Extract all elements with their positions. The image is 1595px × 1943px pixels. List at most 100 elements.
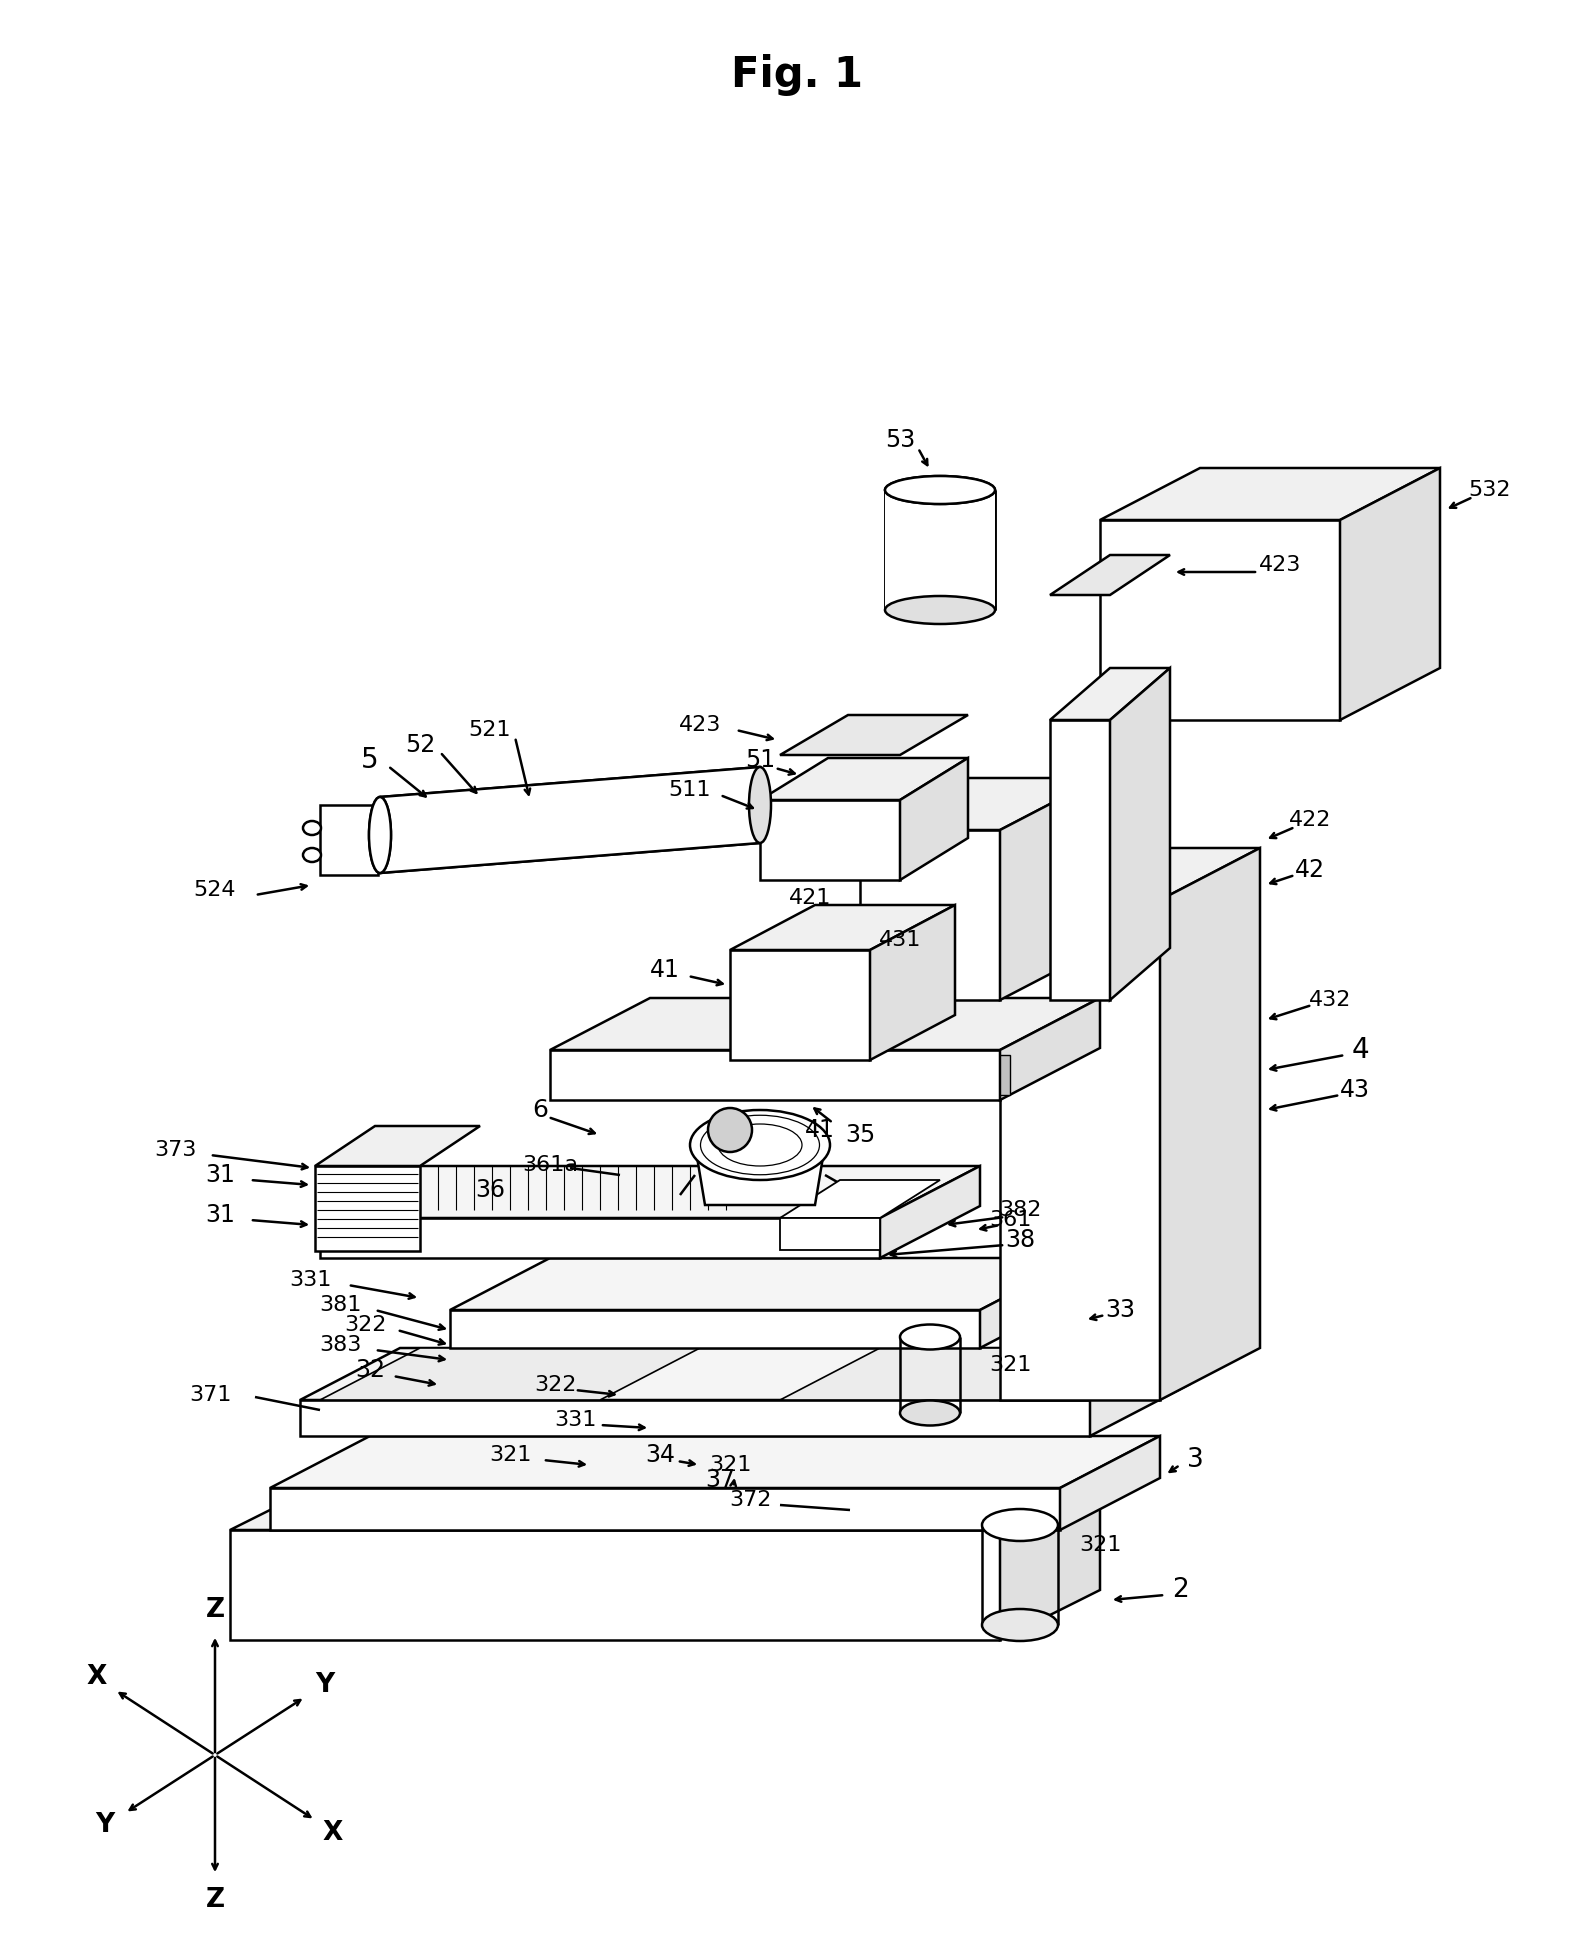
Polygon shape	[380, 767, 759, 872]
Polygon shape	[780, 1348, 1160, 1401]
Ellipse shape	[885, 476, 995, 503]
Polygon shape	[1110, 668, 1171, 1001]
Text: 331: 331	[553, 1411, 597, 1430]
Text: 322: 322	[534, 1376, 576, 1395]
Text: 423: 423	[1258, 556, 1302, 575]
Text: Y: Y	[96, 1813, 115, 1838]
Polygon shape	[900, 758, 968, 880]
Text: 321: 321	[488, 1446, 531, 1465]
Text: 31: 31	[206, 1164, 234, 1187]
Text: 432: 432	[1309, 991, 1351, 1010]
Text: 371: 371	[188, 1385, 231, 1405]
Circle shape	[708, 1108, 751, 1152]
Ellipse shape	[368, 797, 391, 872]
Text: 31: 31	[206, 1203, 234, 1226]
Text: 38: 38	[1005, 1228, 1035, 1251]
Polygon shape	[695, 1144, 825, 1205]
Text: X: X	[322, 1821, 343, 1846]
Polygon shape	[550, 999, 1101, 1049]
Polygon shape	[780, 1218, 880, 1249]
Polygon shape	[860, 777, 1101, 830]
Polygon shape	[869, 905, 955, 1061]
Polygon shape	[1050, 556, 1171, 595]
Ellipse shape	[885, 476, 995, 503]
Text: 331: 331	[289, 1271, 332, 1290]
Polygon shape	[1000, 1481, 1101, 1640]
Polygon shape	[1050, 668, 1171, 721]
Text: 372: 372	[729, 1490, 772, 1510]
Ellipse shape	[368, 797, 391, 872]
Text: 521: 521	[469, 721, 512, 740]
Text: 532: 532	[1469, 480, 1510, 499]
Polygon shape	[314, 1166, 419, 1251]
Ellipse shape	[691, 1109, 829, 1179]
Polygon shape	[314, 1127, 480, 1166]
Text: 361: 361	[989, 1210, 1032, 1230]
Text: 361a: 361a	[522, 1154, 577, 1176]
Polygon shape	[1101, 468, 1440, 521]
Text: 37: 37	[705, 1469, 735, 1492]
Polygon shape	[1340, 468, 1440, 721]
Polygon shape	[321, 1348, 700, 1401]
Text: 321: 321	[989, 1354, 1032, 1376]
Polygon shape	[300, 1348, 1190, 1401]
Polygon shape	[1101, 521, 1340, 721]
Text: 2: 2	[1172, 1578, 1188, 1603]
Ellipse shape	[750, 767, 770, 843]
Text: 36: 36	[475, 1177, 506, 1203]
Polygon shape	[450, 1310, 979, 1348]
Text: 5: 5	[360, 746, 380, 773]
Polygon shape	[979, 1257, 1080, 1348]
Polygon shape	[731, 950, 869, 1061]
Polygon shape	[300, 1401, 1089, 1436]
Text: 431: 431	[879, 931, 922, 950]
Ellipse shape	[900, 1325, 960, 1350]
Polygon shape	[880, 1166, 979, 1257]
Polygon shape	[1000, 777, 1101, 1001]
Polygon shape	[270, 1488, 1061, 1529]
Polygon shape	[1061, 1436, 1160, 1529]
Text: 35: 35	[845, 1123, 876, 1146]
Text: 321: 321	[708, 1455, 751, 1475]
Polygon shape	[1000, 847, 1260, 900]
Text: 33: 33	[1105, 1298, 1136, 1321]
Text: 321: 321	[1078, 1535, 1121, 1554]
Text: 381: 381	[319, 1294, 360, 1315]
Polygon shape	[450, 1257, 1080, 1310]
Text: 43: 43	[1340, 1078, 1370, 1102]
Ellipse shape	[303, 822, 321, 835]
Text: 423: 423	[679, 715, 721, 734]
Text: 4: 4	[1351, 1036, 1369, 1065]
Polygon shape	[550, 1049, 1000, 1100]
Ellipse shape	[983, 1510, 1057, 1541]
Text: 382: 382	[998, 1201, 1042, 1220]
Text: 41: 41	[805, 1117, 834, 1142]
Text: 6: 6	[533, 1098, 549, 1121]
Text: Fig. 1: Fig. 1	[731, 54, 863, 95]
Ellipse shape	[900, 1401, 960, 1426]
Text: 34: 34	[644, 1444, 675, 1467]
Ellipse shape	[885, 597, 995, 624]
Text: Z: Z	[206, 1597, 225, 1622]
Text: 524: 524	[193, 880, 236, 900]
Text: X: X	[86, 1663, 107, 1690]
Text: 3: 3	[1187, 1448, 1203, 1473]
Polygon shape	[270, 1436, 1160, 1488]
Text: 322: 322	[345, 1315, 386, 1335]
Ellipse shape	[303, 847, 321, 863]
Polygon shape	[1089, 1348, 1190, 1436]
Polygon shape	[860, 830, 1000, 1001]
Text: 42: 42	[1295, 859, 1325, 882]
Polygon shape	[321, 804, 378, 874]
Polygon shape	[1000, 999, 1101, 1100]
Text: 32: 32	[356, 1358, 384, 1381]
Text: 511: 511	[668, 779, 711, 801]
Polygon shape	[230, 1529, 1000, 1640]
Text: 51: 51	[745, 748, 775, 771]
Text: Y: Y	[316, 1673, 335, 1698]
Polygon shape	[1160, 847, 1260, 1401]
Ellipse shape	[983, 1609, 1057, 1642]
Text: 373: 373	[153, 1141, 196, 1160]
Polygon shape	[759, 801, 900, 880]
Text: 421: 421	[790, 888, 831, 907]
